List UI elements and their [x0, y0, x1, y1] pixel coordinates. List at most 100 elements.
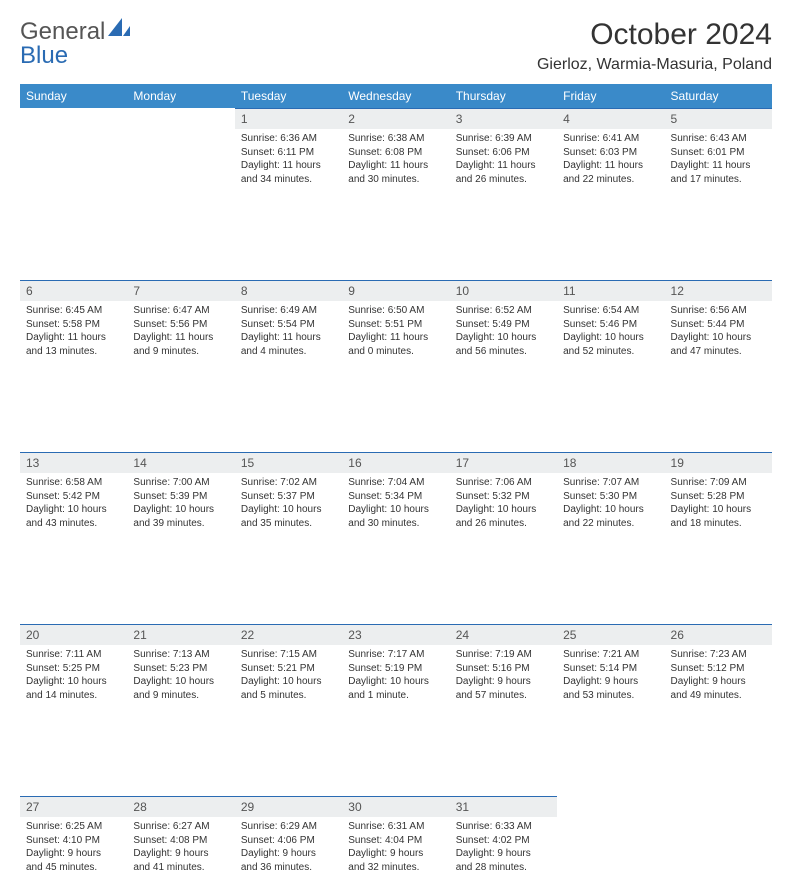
calendar-day-cell: 7Sunrise: 6:47 AMSunset: 5:56 PMDaylight…: [127, 280, 234, 366]
day-number: 28: [127, 796, 234, 817]
day-number: 26: [665, 624, 772, 645]
sunrise-text: Sunrise: 6:38 AM: [348, 132, 443, 146]
sunset-text: Sunset: 5:44 PM: [671, 318, 766, 332]
calendar-day-cell: 19Sunrise: 7:09 AMSunset: 5:28 PMDayligh…: [665, 452, 772, 538]
day-details: Sunrise: 7:00 AMSunset: 5:39 PMDaylight:…: [127, 473, 234, 534]
calendar-day-cell: 15Sunrise: 7:02 AMSunset: 5:37 PMDayligh…: [235, 452, 342, 538]
sunset-text: Sunset: 6:11 PM: [241, 146, 336, 160]
day-number: 27: [20, 796, 127, 817]
day-details: Sunrise: 6:25 AMSunset: 4:10 PMDaylight:…: [20, 817, 127, 878]
daylight-text-2: and 18 minutes.: [671, 517, 766, 531]
calendar-day-cell: 14Sunrise: 7:00 AMSunset: 5:39 PMDayligh…: [127, 452, 234, 538]
daylight-text: Daylight: 9 hours: [348, 847, 443, 861]
day-details: Sunrise: 6:52 AMSunset: 5:49 PMDaylight:…: [450, 301, 557, 362]
calendar-day-cell: [127, 108, 234, 194]
sunset-text: Sunset: 4:04 PM: [348, 834, 443, 848]
daylight-text-2: and 22 minutes.: [563, 517, 658, 531]
day-details: Sunrise: 7:21 AMSunset: 5:14 PMDaylight:…: [557, 645, 664, 706]
day-number: 29: [235, 796, 342, 817]
day-number: 30: [342, 796, 449, 817]
daylight-text: Daylight: 10 hours: [456, 503, 551, 517]
day-details: Sunrise: 6:50 AMSunset: 5:51 PMDaylight:…: [342, 301, 449, 362]
sunset-text: Sunset: 4:08 PM: [133, 834, 228, 848]
calendar-day-cell: 22Sunrise: 7:15 AMSunset: 5:21 PMDayligh…: [235, 624, 342, 710]
sunrise-text: Sunrise: 6:47 AM: [133, 304, 228, 318]
daylight-text: Daylight: 10 hours: [563, 503, 658, 517]
sunrise-text: Sunrise: 6:27 AM: [133, 820, 228, 834]
sunset-text: Sunset: 5:30 PM: [563, 490, 658, 504]
daylight-text-2: and 9 minutes.: [133, 345, 228, 359]
day-number: 6: [20, 280, 127, 301]
calendar-day-cell: 29Sunrise: 6:29 AMSunset: 4:06 PMDayligh…: [235, 796, 342, 882]
daylight-text-2: and 52 minutes.: [563, 345, 658, 359]
calendar-day-cell: 24Sunrise: 7:19 AMSunset: 5:16 PMDayligh…: [450, 624, 557, 710]
daylight-text-2: and 1 minute.: [348, 689, 443, 703]
sunrise-text: Sunrise: 6:33 AM: [456, 820, 551, 834]
day-number: 8: [235, 280, 342, 301]
daylight-text: Daylight: 10 hours: [456, 331, 551, 345]
sunrise-text: Sunrise: 7:00 AM: [133, 476, 228, 490]
calendar-day-cell: 16Sunrise: 7:04 AMSunset: 5:34 PMDayligh…: [342, 452, 449, 538]
day-details: Sunrise: 6:58 AMSunset: 5:42 PMDaylight:…: [20, 473, 127, 534]
daylight-text-2: and 57 minutes.: [456, 689, 551, 703]
sunset-text: Sunset: 4:06 PM: [241, 834, 336, 848]
daylight-text-2: and 0 minutes.: [348, 345, 443, 359]
day-details: Sunrise: 6:36 AMSunset: 6:11 PMDaylight:…: [235, 129, 342, 190]
sunset-text: Sunset: 5:37 PM: [241, 490, 336, 504]
day-number: 9: [342, 280, 449, 301]
daylight-text: Daylight: 10 hours: [241, 503, 336, 517]
sunset-text: Sunset: 5:56 PM: [133, 318, 228, 332]
daylight-text-2: and 49 minutes.: [671, 689, 766, 703]
calendar-day-cell: 10Sunrise: 6:52 AMSunset: 5:49 PMDayligh…: [450, 280, 557, 366]
sunrise-text: Sunrise: 7:09 AM: [671, 476, 766, 490]
sunset-text: Sunset: 6:03 PM: [563, 146, 658, 160]
daylight-text-2: and 22 minutes.: [563, 173, 658, 187]
sunset-text: Sunset: 5:34 PM: [348, 490, 443, 504]
daylight-text-2: and 13 minutes.: [26, 345, 121, 359]
weekday-header: Sunday: [20, 84, 127, 108]
calendar-day-cell: 31Sunrise: 6:33 AMSunset: 4:02 PMDayligh…: [450, 796, 557, 882]
daylight-text: Daylight: 10 hours: [671, 503, 766, 517]
sunrise-text: Sunrise: 6:29 AM: [241, 820, 336, 834]
day-details: Sunrise: 7:09 AMSunset: 5:28 PMDaylight:…: [665, 473, 772, 534]
day-number: 17: [450, 452, 557, 473]
daylight-text: Daylight: 9 hours: [456, 847, 551, 861]
daylight-text: Daylight: 10 hours: [241, 675, 336, 689]
daylight-text-2: and 45 minutes.: [26, 861, 121, 875]
day-number: 3: [450, 108, 557, 129]
calendar-day-cell: 13Sunrise: 6:58 AMSunset: 5:42 PMDayligh…: [20, 452, 127, 538]
sunset-text: Sunset: 5:32 PM: [456, 490, 551, 504]
daylight-text-2: and 5 minutes.: [241, 689, 336, 703]
daylight-text-2: and 35 minutes.: [241, 517, 336, 531]
weekday-header: Tuesday: [235, 84, 342, 108]
sunset-text: Sunset: 5:28 PM: [671, 490, 766, 504]
weekday-header: Wednesday: [342, 84, 449, 108]
day-number: 14: [127, 452, 234, 473]
calendar-day-cell: 18Sunrise: 7:07 AMSunset: 5:30 PMDayligh…: [557, 452, 664, 538]
day-details: Sunrise: 6:39 AMSunset: 6:06 PMDaylight:…: [450, 129, 557, 190]
day-number: 18: [557, 452, 664, 473]
sunset-text: Sunset: 5:46 PM: [563, 318, 658, 332]
daylight-text-2: and 32 minutes.: [348, 861, 443, 875]
day-details: Sunrise: 6:45 AMSunset: 5:58 PMDaylight:…: [20, 301, 127, 362]
day-number: 24: [450, 624, 557, 645]
sunset-text: Sunset: 5:49 PM: [456, 318, 551, 332]
day-details: Sunrise: 7:04 AMSunset: 5:34 PMDaylight:…: [342, 473, 449, 534]
day-details: Sunrise: 7:23 AMSunset: 5:12 PMDaylight:…: [665, 645, 772, 706]
month-title: October 2024: [537, 18, 772, 52]
day-details: Sunrise: 6:33 AMSunset: 4:02 PMDaylight:…: [450, 817, 557, 878]
sunrise-text: Sunrise: 7:06 AM: [456, 476, 551, 490]
sunrise-text: Sunrise: 7:11 AM: [26, 648, 121, 662]
daylight-text-2: and 28 minutes.: [456, 861, 551, 875]
calendar-week-row: 1Sunrise: 6:36 AMSunset: 6:11 PMDaylight…: [20, 108, 772, 194]
sunset-text: Sunset: 6:06 PM: [456, 146, 551, 160]
day-number: 16: [342, 452, 449, 473]
day-number: 7: [127, 280, 234, 301]
weekday-header: Saturday: [665, 84, 772, 108]
sunset-text: Sunset: 5:25 PM: [26, 662, 121, 676]
daylight-text-2: and 47 minutes.: [671, 345, 766, 359]
daylight-text: Daylight: 9 hours: [456, 675, 551, 689]
day-number: 5: [665, 108, 772, 129]
sunset-text: Sunset: 5:12 PM: [671, 662, 766, 676]
daylight-text: Daylight: 11 hours: [563, 159, 658, 173]
